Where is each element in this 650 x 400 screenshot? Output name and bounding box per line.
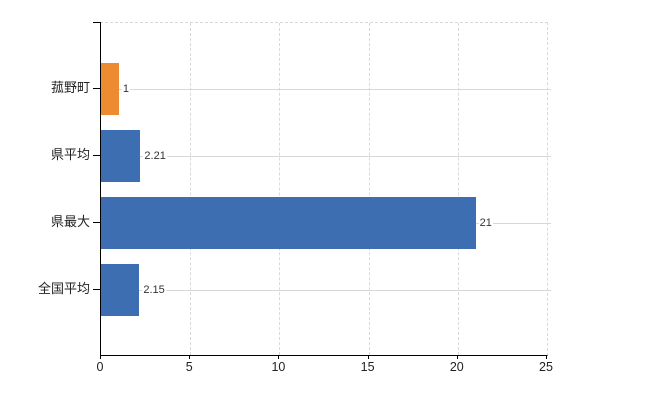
x-tick-label: 20 — [449, 360, 464, 374]
value-label: 2.15 — [142, 282, 166, 298]
x-tick-label: 10 — [271, 360, 286, 374]
y-tick — [93, 88, 100, 89]
x-tick — [100, 355, 101, 359]
x-tick — [456, 355, 458, 359]
gridline-vertical — [279, 23, 281, 355]
x-tick-label: 25 — [539, 360, 553, 374]
category-label: 全国平均 — [37, 281, 90, 296]
x-tick — [278, 355, 280, 359]
value-label: 1 — [121, 81, 130, 97]
category-label: 県最大 — [50, 214, 90, 229]
bar — [101, 63, 119, 115]
y-axis-top-cap — [93, 22, 101, 23]
bar — [101, 264, 140, 316]
gridline-vertical — [190, 23, 192, 355]
category-label: 県平均 — [50, 147, 90, 162]
y-tick — [93, 155, 100, 156]
y-tick — [93, 222, 100, 223]
x-tick-label: 5 — [185, 360, 193, 374]
x-tick — [546, 355, 547, 359]
x-tick — [189, 355, 191, 359]
x-tick-label: 0 — [96, 360, 104, 374]
bar — [101, 130, 141, 182]
gridline-vertical — [457, 23, 459, 355]
gridline-vertical — [368, 23, 370, 355]
gridline-horizontal — [101, 156, 551, 157]
value-label: 21 — [478, 215, 493, 231]
x-tick — [367, 355, 369, 359]
plot-area: 1 2.21 21 2.15 — [100, 22, 551, 356]
category-label: 菰野町 — [50, 80, 90, 95]
y-tick — [93, 289, 100, 290]
x-tick-label: 15 — [360, 360, 375, 374]
bar — [101, 197, 476, 249]
gridline-horizontal — [101, 290, 551, 291]
value-label: 2.21 — [143, 148, 167, 164]
gridline-horizontal — [101, 89, 551, 90]
